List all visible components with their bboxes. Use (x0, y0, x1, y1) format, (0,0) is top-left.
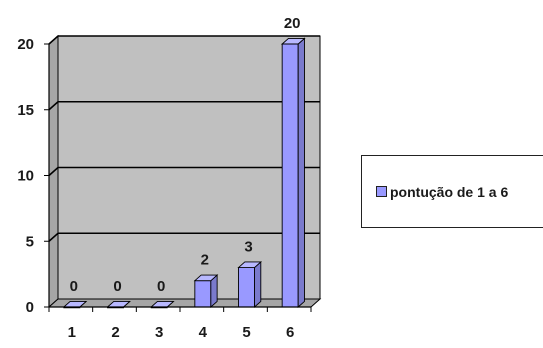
legend-swatch (376, 186, 387, 197)
bar-top (193, 274, 219, 282)
bar-side (254, 260, 262, 309)
gridline (48, 100, 320, 111)
bar-front (238, 267, 255, 308)
gridline (48, 232, 320, 242)
bar-side (297, 37, 305, 309)
y-tick-label: 10 (17, 168, 34, 185)
x-tick-label: 1 (68, 324, 76, 341)
bar-front (281, 43, 299, 308)
bar (237, 260, 262, 309)
bar-front (194, 280, 212, 308)
data-label: 0 (157, 278, 165, 295)
x-tick-label: 6 (286, 324, 294, 341)
legend-label: pontução de 1 a 6 (390, 183, 509, 200)
gridline (48, 35, 320, 45)
x-tick-label: 3 (155, 324, 163, 341)
bar (280, 37, 306, 309)
x-tick-label: 2 (111, 324, 119, 341)
bar-top (280, 37, 306, 45)
data-label: 0 (113, 278, 121, 295)
gridline (48, 166, 320, 177)
data-label: 3 (244, 239, 252, 256)
floor (47, 298, 322, 308)
x-tick-label: 4 (199, 324, 208, 341)
bar (193, 274, 219, 309)
y-tick-label: 15 (17, 102, 34, 119)
legend: pontução de 1 a 6 (361, 155, 543, 228)
data-label: 2 (201, 252, 209, 269)
x-tick-label: 5 (242, 324, 250, 341)
bar-top (237, 261, 262, 268)
y-tick-label: 0 (26, 299, 34, 316)
data-label: 0 (70, 278, 78, 295)
y-tick-label: 5 (26, 233, 34, 250)
y-tick-label: 20 (17, 36, 34, 53)
data-label: 20 (284, 15, 301, 32)
